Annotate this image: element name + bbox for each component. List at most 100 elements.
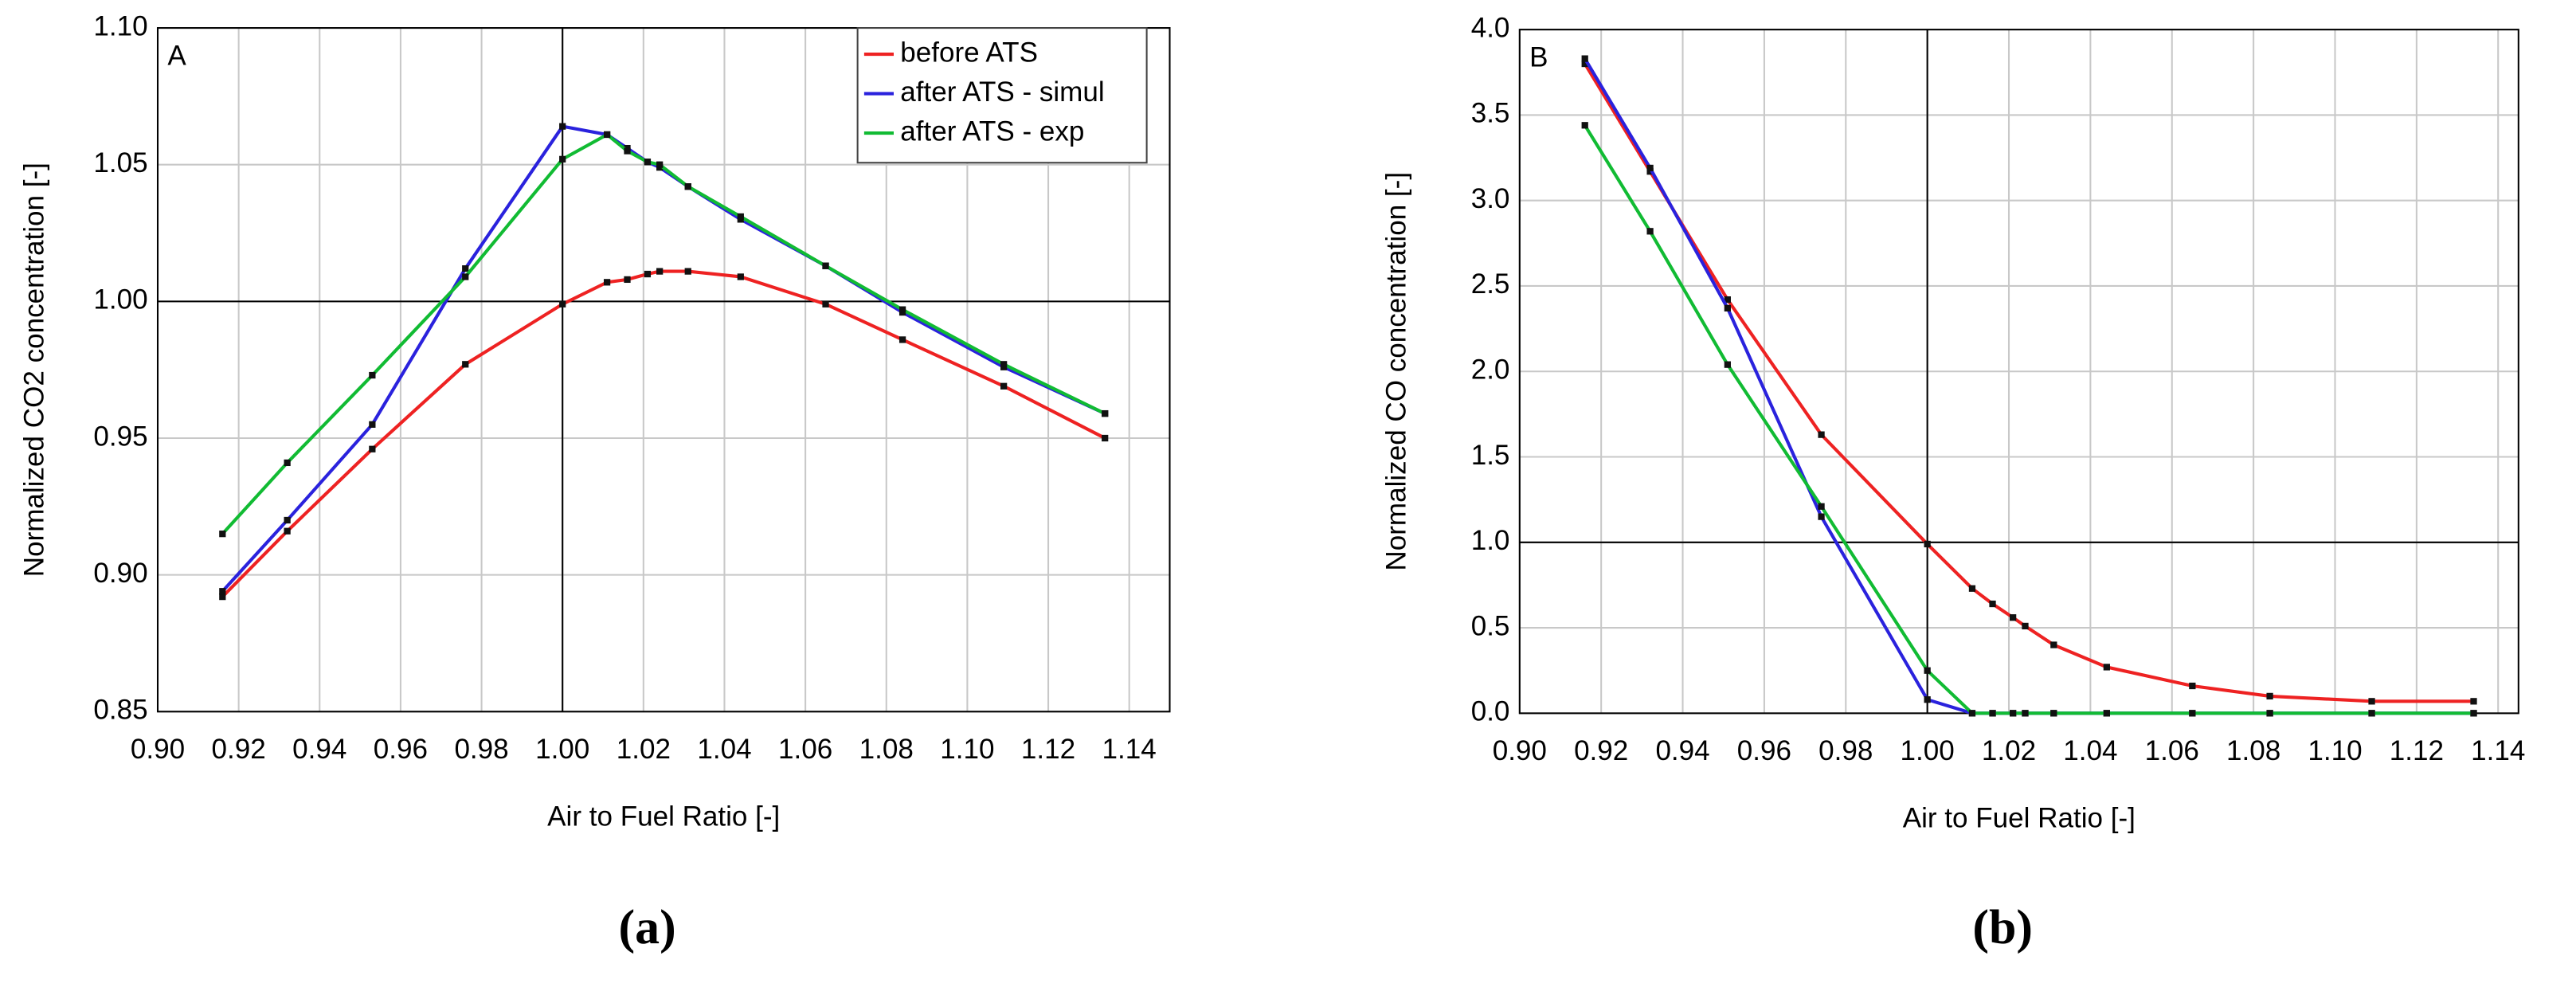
point xyxy=(1818,431,1825,438)
y-tick-label: 0.85 xyxy=(93,695,147,726)
point xyxy=(284,516,291,524)
point xyxy=(2103,710,2110,717)
point xyxy=(2022,710,2029,717)
point xyxy=(1924,696,1931,703)
y-tick-label: 0.90 xyxy=(93,558,147,589)
point xyxy=(1581,122,1588,129)
x-tick-label: 1.02 xyxy=(1982,735,2036,766)
point xyxy=(1724,296,1731,304)
y-tick-label: 1.0 xyxy=(1471,525,1510,556)
point xyxy=(1968,710,1976,717)
x-tick-label: 1.00 xyxy=(535,734,589,765)
point xyxy=(1818,513,1825,520)
legend-box xyxy=(856,27,1148,164)
x-tick-label: 0.92 xyxy=(212,734,266,765)
point xyxy=(644,159,652,166)
y-tick-label: 1.05 xyxy=(93,147,147,178)
point xyxy=(2050,710,2057,717)
point xyxy=(2050,641,2057,648)
point xyxy=(1924,667,1931,674)
point xyxy=(1581,60,1588,68)
point xyxy=(2010,614,2017,621)
x-tick-label: 1.12 xyxy=(2390,735,2444,766)
point xyxy=(1818,503,1825,510)
series-line xyxy=(221,124,1106,593)
x-tick-label: 1.14 xyxy=(2471,735,2525,766)
point xyxy=(684,268,691,275)
series-line xyxy=(1583,57,2474,715)
point xyxy=(2189,682,2196,690)
point xyxy=(559,300,566,307)
x-tick-label: 0.94 xyxy=(1655,735,1709,766)
x-tick-label: 1.04 xyxy=(2063,735,2117,766)
point xyxy=(1646,164,1654,172)
legend-label: after ATS - simul xyxy=(900,76,1104,108)
y-tick-label: 2.5 xyxy=(1471,268,1510,300)
point xyxy=(2010,710,2017,717)
x-tick-label: 1.14 xyxy=(1102,734,1157,765)
point xyxy=(2470,698,2477,705)
y-axis-label: Normalized CO concentration [-] xyxy=(1380,172,1411,571)
point xyxy=(684,183,691,190)
x-tick-label: 0.96 xyxy=(1737,735,1791,766)
point xyxy=(219,593,226,601)
plot-frame xyxy=(156,27,1171,713)
point xyxy=(369,371,376,379)
point xyxy=(1646,228,1654,235)
caption: (b) xyxy=(1972,900,2033,954)
point xyxy=(1102,434,1109,442)
point xyxy=(2266,692,2273,700)
y-tick-label: 0.95 xyxy=(93,421,147,452)
point xyxy=(2103,664,2110,671)
y-tick-label: 1.5 xyxy=(1471,440,1510,471)
x-tick-label: 0.90 xyxy=(1493,735,1547,766)
x-tick-label: 0.98 xyxy=(1818,735,1873,766)
point xyxy=(624,147,631,155)
point xyxy=(898,336,906,343)
x-tick-label: 0.96 xyxy=(374,734,428,765)
point xyxy=(559,155,566,163)
y-tick-label: 3.0 xyxy=(1471,183,1510,214)
point xyxy=(656,268,664,275)
point xyxy=(369,445,376,452)
point xyxy=(1724,304,1731,311)
series-line xyxy=(1583,124,2474,715)
series-line xyxy=(221,132,1106,535)
x-tick-label: 1.00 xyxy=(1901,735,1955,766)
point xyxy=(462,361,469,368)
caption: (a) xyxy=(619,900,676,954)
point xyxy=(462,273,469,280)
point xyxy=(737,273,744,280)
point xyxy=(603,131,611,139)
point xyxy=(1989,710,1996,717)
x-tick-label: 0.98 xyxy=(454,734,508,765)
x-tick-label: 0.92 xyxy=(1574,735,1628,766)
point xyxy=(1724,361,1731,368)
x-tick-label: 1.08 xyxy=(859,734,914,765)
x-tick-label: 1.08 xyxy=(2226,735,2280,766)
y-tick-label: 3.5 xyxy=(1471,98,1510,129)
point xyxy=(898,306,906,313)
y-tick-label: 4.0 xyxy=(1471,12,1510,43)
point xyxy=(2266,710,2273,717)
x-tick-label: 1.10 xyxy=(2308,735,2362,766)
point xyxy=(1000,361,1008,368)
point xyxy=(1924,540,1931,548)
point xyxy=(369,421,376,428)
y-axis-label: Normalized CO2 concentration [-] xyxy=(19,163,50,577)
x-tick-label: 0.90 xyxy=(131,734,185,765)
y-tick-label: 1.10 xyxy=(93,10,147,41)
point xyxy=(1581,55,1588,62)
point xyxy=(644,270,652,278)
point xyxy=(1646,168,1654,175)
point xyxy=(603,279,611,286)
point xyxy=(284,527,291,535)
point xyxy=(219,588,226,595)
point xyxy=(284,459,291,467)
point xyxy=(822,300,829,307)
legend-label: before ATS xyxy=(900,37,1038,68)
point xyxy=(1989,600,1996,608)
x-tick-label: 1.04 xyxy=(697,734,751,765)
